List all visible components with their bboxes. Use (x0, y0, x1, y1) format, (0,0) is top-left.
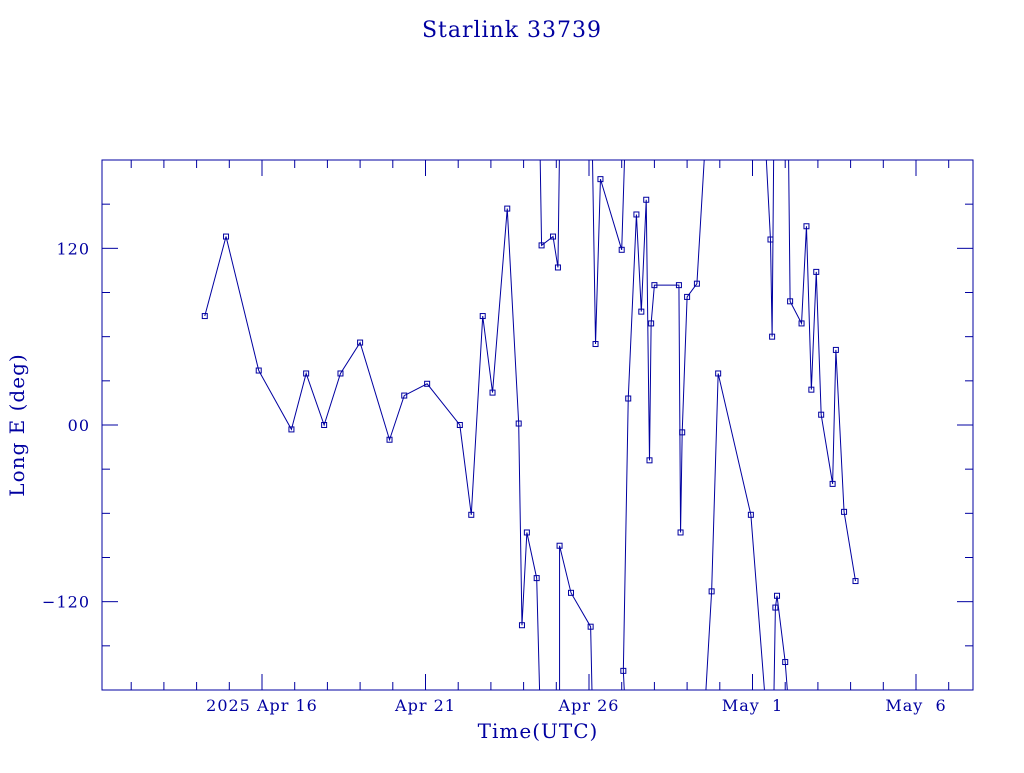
data-point-marker (255, 367, 262, 374)
x-tick-label: Apr 26 (558, 696, 620, 715)
x-tick-label: Apr 21 (394, 696, 456, 715)
series-line-segment (539, 160, 560, 268)
data-point-marker (504, 205, 511, 212)
data-point-marker (852, 578, 859, 585)
data-point-marker (556, 542, 563, 549)
data-point-marker (321, 422, 328, 428)
data-point-marker (620, 667, 627, 674)
data-point-marker (515, 420, 522, 427)
data-point-marker (337, 370, 344, 377)
x-tick-label: May 6 (885, 696, 946, 715)
data-point-marker (646, 457, 653, 464)
data-point-marker (554, 264, 561, 271)
data-point-marker (774, 592, 781, 599)
data-point-marker (568, 589, 575, 596)
data-point-marker (618, 246, 625, 253)
series-layer (201, 160, 859, 690)
data-point-marker (489, 389, 496, 396)
y-axis-label: Long E (deg) (5, 353, 29, 496)
data-point-marker (675, 282, 682, 289)
data-point-marker (808, 386, 815, 393)
series-line-segment (705, 373, 765, 690)
y-tick-label: 00 (68, 416, 90, 435)
data-point-marker (772, 604, 779, 611)
series-line-segment (559, 545, 593, 690)
data-point-marker (625, 395, 632, 402)
data-point-marker (550, 233, 557, 240)
data-point-marker (648, 320, 655, 327)
data-point-marker (747, 511, 754, 518)
data-point-marker (468, 511, 475, 518)
data-point-marker (401, 392, 408, 399)
data-point-marker (456, 422, 463, 428)
data-point-marker (769, 333, 776, 340)
series-line-segment (592, 160, 626, 345)
data-point-marker (538, 242, 545, 249)
data-point-marker (841, 508, 848, 515)
data-point-marker (223, 233, 230, 240)
series-line-segment (204, 208, 541, 690)
data-point-marker (523, 529, 530, 536)
data-point-marker (357, 339, 364, 346)
data-point-marker (386, 436, 393, 443)
data-point-marker (288, 426, 295, 433)
series-line-segment (788, 160, 856, 582)
x-tick-label: May 1 (722, 696, 783, 715)
chart-title: Starlink 33739 (422, 18, 602, 43)
data-point-marker (798, 320, 805, 327)
data-point-marker (708, 588, 715, 595)
data-point-marker (767, 236, 774, 243)
data-point-marker (424, 380, 431, 387)
data-point-marker (587, 623, 594, 630)
data-point-marker (813, 268, 820, 275)
data-point-marker (715, 370, 722, 377)
data-point-marker (651, 282, 658, 289)
y-tick-label: −120 (42, 593, 90, 612)
data-point-marker (638, 308, 645, 315)
x-tick-label: 2025 Apr 16 (206, 696, 318, 715)
tick-labels: 2025 Apr 16 Apr 21 Apr 26 May 1 May 6 −120 00 1… (42, 239, 946, 715)
data-point-marker (303, 370, 310, 377)
data-point-marker (201, 313, 208, 320)
data-point-marker (518, 622, 525, 629)
data-point-marker (679, 429, 686, 436)
y-tick-label: 120 (56, 239, 90, 258)
data-point-marker (684, 293, 691, 300)
data-point-marker (677, 529, 684, 536)
data-point-marker (643, 196, 650, 203)
data-point-marker (693, 280, 700, 287)
data-point-marker (479, 313, 486, 320)
series-line-segment (622, 160, 705, 690)
data-point-marker (592, 341, 599, 348)
data-point-marker (832, 346, 839, 353)
data-point-marker (818, 411, 825, 418)
x-axis-label: Time(UTC) (478, 719, 599, 743)
data-point-marker (782, 659, 789, 666)
data-point-marker (803, 223, 810, 230)
data-point-marker (633, 211, 640, 218)
data-point-marker (597, 176, 604, 183)
tick-marks (102, 159, 973, 691)
data-point-marker (787, 298, 794, 305)
data-point-marker (829, 480, 836, 487)
series-line-segment (773, 595, 788, 690)
data-point-marker (533, 575, 540, 582)
